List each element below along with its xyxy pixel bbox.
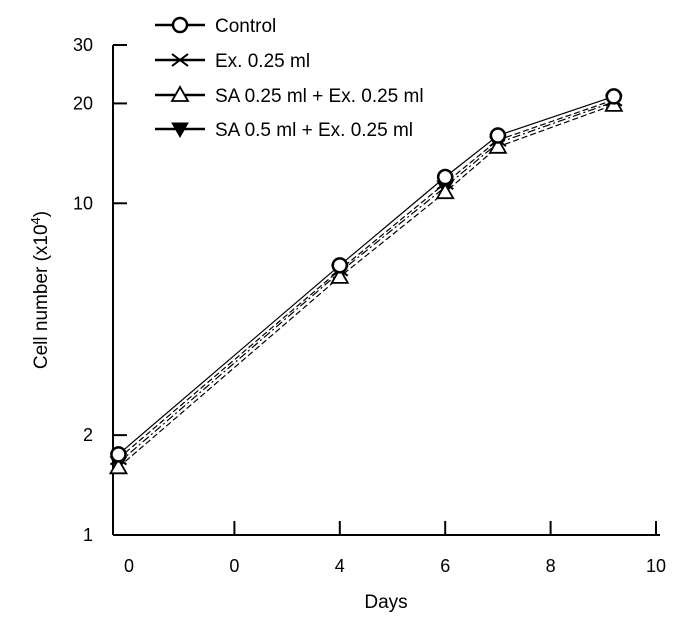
legend-item: SA 0.25 ml + Ex. 0.25 ml: [155, 85, 424, 107]
x-tick-label: 8: [546, 556, 556, 576]
y-axis-title: Cell number (x104): [28, 211, 52, 369]
y-tick-label: 2: [83, 425, 93, 445]
y-tick-label: 1: [83, 525, 93, 545]
y-tick-label: 20: [73, 93, 93, 113]
series-line: [118, 95, 615, 455]
data-point: [436, 168, 454, 186]
legend-marker: [171, 16, 189, 34]
legend-marker: [171, 53, 189, 67]
series-line: [118, 104, 615, 468]
x-ticks: 0 0 4 6 8 10: [124, 521, 666, 576]
legend-label: Control: [215, 16, 276, 37]
data-point: [435, 182, 455, 200]
legend-label: SA 0.25 ml + Ex. 0.25 ml: [215, 86, 424, 107]
axes: [112, 45, 660, 536]
x-tick-label: 10: [646, 556, 666, 576]
series-line: [118, 101, 615, 464]
y-axis-title-main: Cell number (x10: [31, 224, 52, 369]
data-point: [489, 127, 507, 144]
data-point: [330, 267, 350, 284]
x-axis-title: Days: [364, 592, 407, 613]
legend-marker: [171, 122, 189, 139]
legend-label: SA 0.5 ml + Ex. 0.25 ml: [215, 120, 413, 141]
y-axis-title-end: ): [31, 211, 52, 217]
data-point: [488, 136, 508, 154]
x-tick-label: 0: [229, 556, 239, 576]
data-point: [605, 88, 623, 105]
data-point: [108, 457, 129, 475]
data-point: [331, 257, 349, 274]
legend-item: Ex. 0.25 ml: [155, 51, 310, 72]
y-axis-title-sup: 4: [28, 217, 43, 224]
y-tick-label: 10: [73, 193, 93, 213]
legend-marker: [170, 85, 190, 102]
y-ticks: 1 2 10 20 30: [73, 35, 127, 545]
x-tick-label: 4: [335, 556, 345, 576]
data-point: [110, 446, 127, 463]
series-lines: [118, 95, 615, 468]
legend: Control Ex. 0.25 ml SA 0.25 ml + Ex. 0.25 …: [155, 16, 424, 141]
series-markers: [108, 88, 624, 475]
series-line: [118, 99, 615, 460]
legend-item: Control: [155, 16, 276, 37]
x-tick-label: 0: [124, 556, 134, 576]
x-tick-label: 6: [440, 556, 450, 576]
y-tick-label: 30: [73, 35, 93, 55]
legend-item: SA 0.5 ml + Ex. 0.25 ml: [155, 120, 413, 141]
legend-label: Ex. 0.25 ml: [215, 51, 310, 72]
